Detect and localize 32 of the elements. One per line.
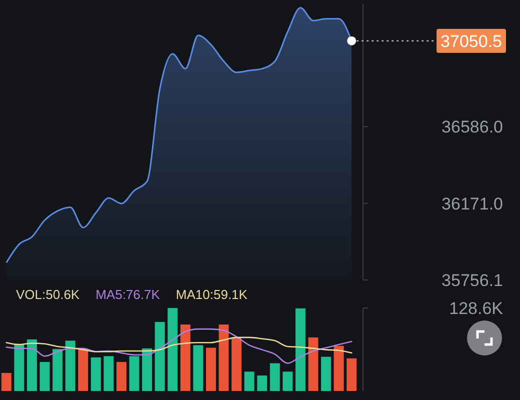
bar [193, 345, 204, 391]
bar [40, 362, 50, 391]
bar [78, 348, 88, 391]
bar [129, 356, 140, 391]
bar [104, 356, 114, 391]
bar [257, 376, 268, 391]
bar [14, 344, 24, 391]
bar [26, 339, 37, 391]
bar [218, 324, 229, 391]
bar [168, 308, 178, 391]
bar [1, 372, 12, 391]
bar [244, 372, 254, 391]
bar [282, 372, 293, 391]
bar [154, 322, 165, 391]
y-tick-label: 36586.0 [442, 117, 503, 136]
bar [308, 337, 318, 391]
y-tick-label: 35756.1 [442, 270, 503, 290]
bar [232, 338, 242, 391]
bar [270, 363, 280, 391]
bar [346, 358, 357, 391]
bar [116, 362, 126, 391]
bar [334, 346, 344, 391]
bar [295, 308, 306, 391]
bar [142, 348, 152, 391]
bar [65, 340, 76, 391]
bar [180, 324, 190, 391]
bar [52, 349, 63, 391]
bar [321, 356, 332, 391]
y-tick-label: 36171.0 [442, 194, 503, 213]
bar [206, 348, 216, 391]
bar [90, 357, 101, 391]
ref-line-label: 37050.5 [440, 31, 502, 50]
